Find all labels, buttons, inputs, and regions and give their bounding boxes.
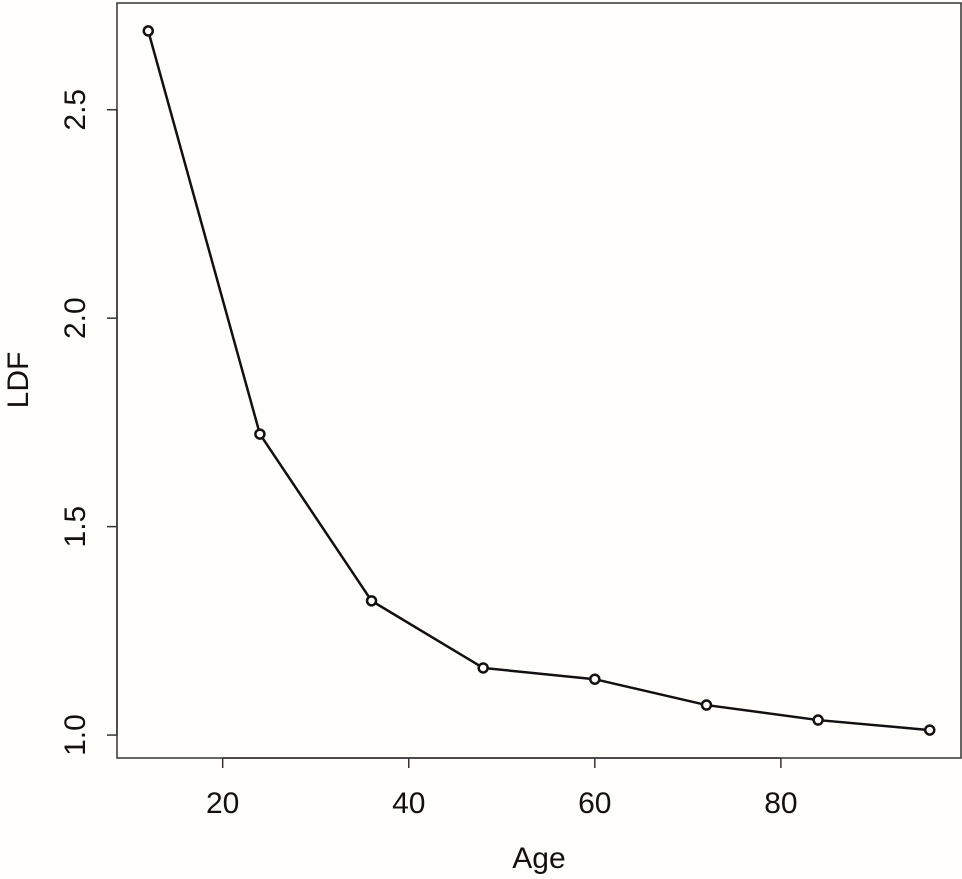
y-tick-label: 1.5 xyxy=(59,506,92,548)
data-point xyxy=(142,25,155,37)
plot-frame xyxy=(116,2,962,759)
y-tick-label: 2.0 xyxy=(59,297,92,339)
data-point xyxy=(812,714,824,726)
x-tick-label: 20 xyxy=(206,787,239,820)
y-axis-label: LDF xyxy=(2,352,35,409)
x-tick-label: 60 xyxy=(578,787,611,820)
x-tick-label: 40 xyxy=(392,787,425,820)
data-point xyxy=(477,662,489,674)
x-tick-label: 80 xyxy=(764,787,797,820)
data-point xyxy=(254,428,266,440)
data-point xyxy=(700,699,713,711)
data-line xyxy=(147,30,930,732)
data-point xyxy=(365,595,378,607)
data-point xyxy=(589,673,601,685)
y-tick-label: 1.0 xyxy=(59,714,92,756)
x-axis-label: Age xyxy=(512,842,565,875)
y-tick-label: 2.5 xyxy=(59,89,92,131)
data-point xyxy=(923,724,936,736)
